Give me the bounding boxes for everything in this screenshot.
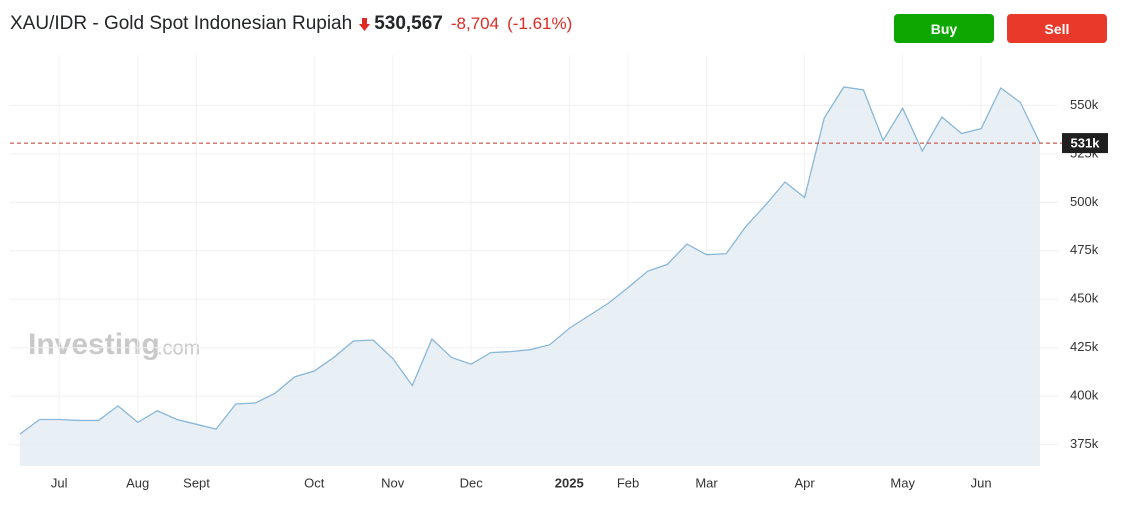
x-tick-label: Jul bbox=[51, 475, 68, 490]
sell-button[interactable]: Sell bbox=[1007, 14, 1107, 43]
y-tick-label: 500k bbox=[1070, 194, 1099, 209]
area-fill bbox=[20, 86, 1040, 466]
y-tick-label: 375k bbox=[1070, 436, 1099, 451]
current-price-box bbox=[1062, 133, 1108, 154]
y-tick-label: 400k bbox=[1070, 388, 1099, 403]
current-price-label: 531k bbox=[1071, 136, 1101, 151]
down-arrow-icon bbox=[359, 17, 371, 31]
x-tick-label: Mar bbox=[695, 475, 718, 490]
x-tick-label: Apr bbox=[794, 475, 815, 490]
instrument-title: XAU/IDR - Gold Spot Indonesian Rupiah bbox=[10, 13, 353, 34]
x-tick-label: Sept bbox=[183, 475, 210, 490]
price-line bbox=[19, 86, 1041, 435]
x-tick-label: Aug bbox=[126, 475, 149, 490]
x-tick-label: Nov bbox=[381, 475, 405, 490]
watermark-brand: Investing bbox=[28, 328, 160, 361]
price-change-percent: (-1.61%) bbox=[507, 14, 573, 33]
watermark-suffix: .com bbox=[157, 337, 200, 359]
buy-button[interactable]: Buy bbox=[894, 14, 994, 43]
y-tick-label: 550k bbox=[1070, 97, 1099, 112]
y-tick-label: 475k bbox=[1070, 242, 1099, 257]
x-tick-label: Feb bbox=[617, 475, 639, 490]
price-change: -8,704 bbox=[450, 14, 500, 33]
x-tick-label: Dec bbox=[460, 475, 484, 490]
last-price: 530,567 bbox=[374, 13, 443, 34]
header: XAU/IDR - Gold Spot Indonesian Rupiah 53… bbox=[10, 10, 572, 38]
y-tick-label: 425k bbox=[1070, 339, 1099, 354]
x-tick-label: Oct bbox=[304, 475, 325, 490]
x-tick-label: 2025 bbox=[555, 475, 584, 490]
x-tick-label: Jun bbox=[971, 475, 992, 490]
y-tick-label: 450k bbox=[1070, 291, 1099, 306]
x-tick-label: May bbox=[890, 475, 915, 490]
